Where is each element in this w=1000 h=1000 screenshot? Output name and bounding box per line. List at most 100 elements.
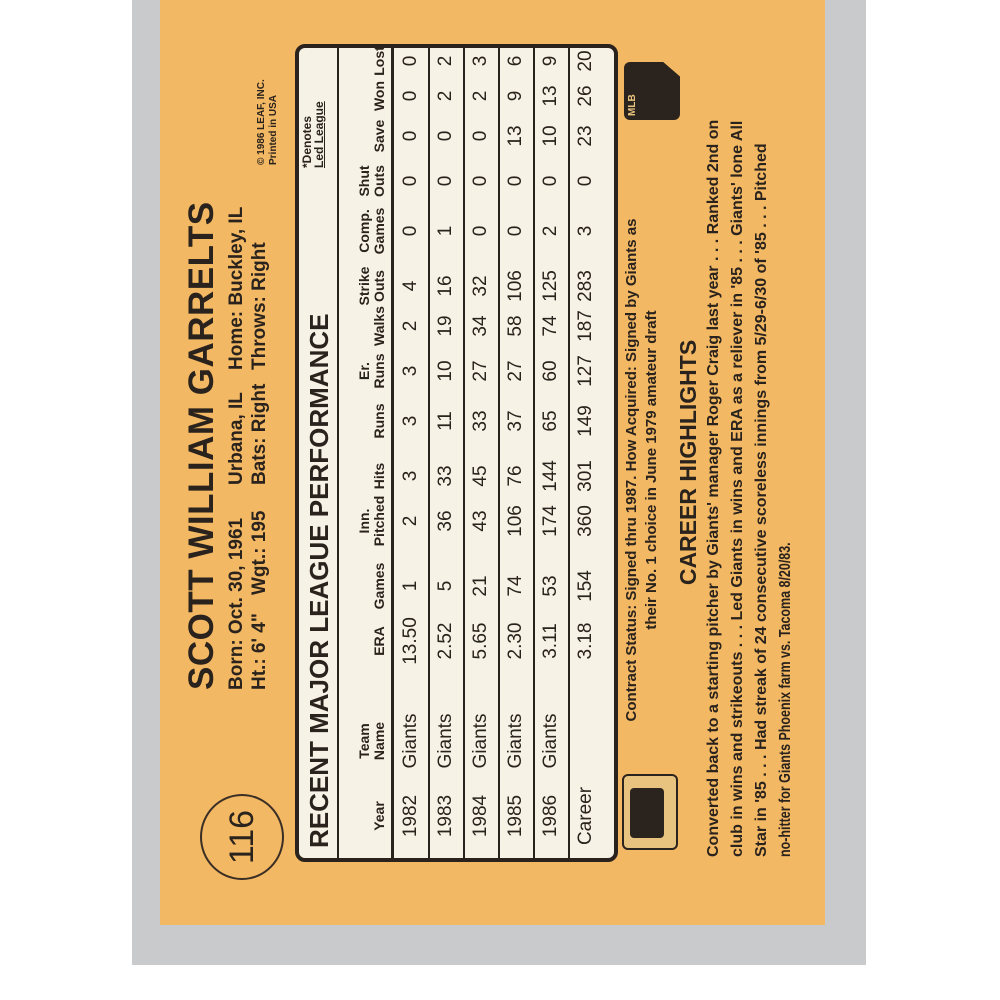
table-cell: 2.30 [505, 622, 526, 660]
column-header-text: Strike [356, 266, 372, 306]
card-number-baseball-icon: 116 [200, 794, 284, 880]
table-cell: Giants [470, 713, 491, 769]
column-header: Save [371, 120, 387, 153]
table-cell: 106 [505, 505, 526, 537]
table-cell: 3 [400, 365, 421, 377]
column-header: Year [371, 801, 387, 831]
bats: Bats: Right [249, 383, 270, 485]
table-cell: 16 [435, 275, 456, 297]
player-name: SCOTT WILLIAM GARRELTS [182, 201, 221, 690]
table-cell: 2.52 [435, 622, 456, 660]
column-header-text: Pitched [371, 495, 387, 547]
table-cell: 2 [470, 90, 491, 102]
table-cell: 11 [435, 411, 456, 431]
stats-header-row: Year Team Name ERA Games Inn. Pitched Hits Runs E… [339, 46, 387, 858]
table-cell: 1983 [435, 794, 456, 838]
table-cell: 3 [470, 55, 491, 67]
table-cell: 0 [470, 225, 491, 237]
career-highlights-title: CAREER HIGHLIGHTS [675, 339, 701, 586]
table-cell: 1 [435, 225, 456, 237]
table-cell: Giants [435, 713, 456, 769]
column-header-text: Year [371, 801, 387, 831]
table-cell: 10 [435, 360, 456, 382]
table-cell: 45 [470, 465, 491, 487]
highlight-line: Converted back to a starting pitcher by … [705, 119, 722, 857]
table-cell: Giants [400, 713, 421, 769]
table-cell: 33 [470, 410, 491, 432]
table-cell: 127 [575, 355, 596, 387]
column-header-text: Hits [371, 462, 387, 490]
column-header: Walks [371, 306, 387, 346]
height: Ht.: 6' 4" [249, 613, 270, 690]
table-cell: 13.50 [400, 617, 421, 665]
copyright: © 1986 LEAF, INC. Printed in USA [256, 79, 280, 165]
table-cell: 21 [470, 575, 491, 597]
table-row: Career 3.18 154 360 301 149 127 187 283 3 0 23 26 20 [569, 48, 604, 858]
table-cell: 10 [540, 125, 561, 147]
table-cell: 154 [575, 570, 596, 602]
stats-table: RECENT MAJOR LEAGUE PERFORMANCE *Denotes… [295, 44, 618, 862]
table-cell: 36 [435, 510, 456, 532]
column-header: ERA [371, 626, 387, 656]
table-cell: 19 [435, 315, 456, 337]
contract-status: Contract Status: Signed thru 1987. How A… [622, 165, 662, 775]
column-header-text: Inn. [356, 508, 372, 534]
column-header: Strike Outs [356, 266, 387, 306]
column-header: Hits [371, 462, 387, 490]
born: Born: Oct. 30, 1961 [226, 517, 247, 690]
column-header-text: ERA [371, 626, 387, 656]
table-cell: 2 [435, 55, 456, 67]
home: Home: Buckley, IL [226, 206, 247, 370]
table-cell: 58 [505, 315, 526, 337]
table-row: 1982 Giants 13.50 1 2 3 3 3 2 4 0 0 0 0 0 [394, 48, 429, 858]
table-cell: 1986 [540, 794, 561, 838]
table-cell: 9 [505, 90, 526, 102]
table-row: 1986 Giants 3.11 53 174 144 65 60 74 125 2 0 10 13 9 [534, 48, 569, 858]
table-cell: 0 [505, 175, 526, 187]
table-cell: 3 [400, 415, 421, 427]
table-cell: 26 [575, 85, 596, 107]
career-highlights-text: Converted back to a starting pitcher by … [702, 67, 798, 857]
card-number: 116 [222, 809, 261, 865]
table-cell: 187 [575, 310, 596, 342]
table-cell: 1984 [470, 794, 491, 838]
column-header-text: Shut [356, 165, 372, 197]
table-cell: Giants [540, 713, 561, 769]
table-cell: 74 [505, 575, 526, 597]
table-cell: 0 [400, 225, 421, 237]
birthplace: Urbana, IL [226, 392, 247, 485]
table-cell: 0 [400, 90, 421, 102]
table-cell: 149 [575, 405, 596, 437]
table-cell: 4 [400, 280, 421, 292]
table-cell: 301 [575, 460, 596, 492]
table-cell: 3 [575, 225, 596, 237]
table-cell: 106 [505, 270, 526, 302]
column-header-text: Outs [371, 165, 387, 197]
table-cell: 37 [505, 410, 526, 432]
column-header: Comp. Games [356, 208, 387, 255]
table-cell: 43 [470, 510, 491, 532]
copyright-text: © 1986 LEAF, INC. [256, 79, 267, 165]
baseball-card-back: 116 SCOTT WILLIAM GARRELTS Born: Oct. 30… [160, 0, 825, 925]
table-cell: 125 [540, 270, 561, 302]
highlight-line: no-hitter for Giants Phoenix farm vs. Ta… [777, 542, 794, 857]
column-header-text: Er. [356, 362, 372, 380]
table-cell: 144 [540, 460, 561, 492]
column-header-text: Team [356, 723, 372, 759]
table-cell: 0 [400, 130, 421, 142]
divider [337, 48, 339, 858]
table-cell: 0 [575, 175, 596, 187]
highlight-line: Star in '85 . . . Had streak of 24 conse… [753, 143, 770, 857]
table-cell: 13 [540, 85, 561, 107]
contract-line-2: their No. 1 choice in June 1979 amateur … [643, 310, 660, 630]
column-header-text: Runs [371, 353, 387, 389]
table-cell: 1982 [400, 794, 421, 838]
table-cell: 33 [435, 465, 456, 487]
column-header: Runs [371, 403, 387, 439]
table-cell: 0 [400, 55, 421, 67]
column-header-text: Name [371, 721, 387, 761]
table-cell: 60 [540, 360, 561, 382]
table-cell: 0 [505, 225, 526, 237]
column-header-text: Runs [371, 403, 387, 439]
column-header: Shut Outs [356, 165, 387, 197]
